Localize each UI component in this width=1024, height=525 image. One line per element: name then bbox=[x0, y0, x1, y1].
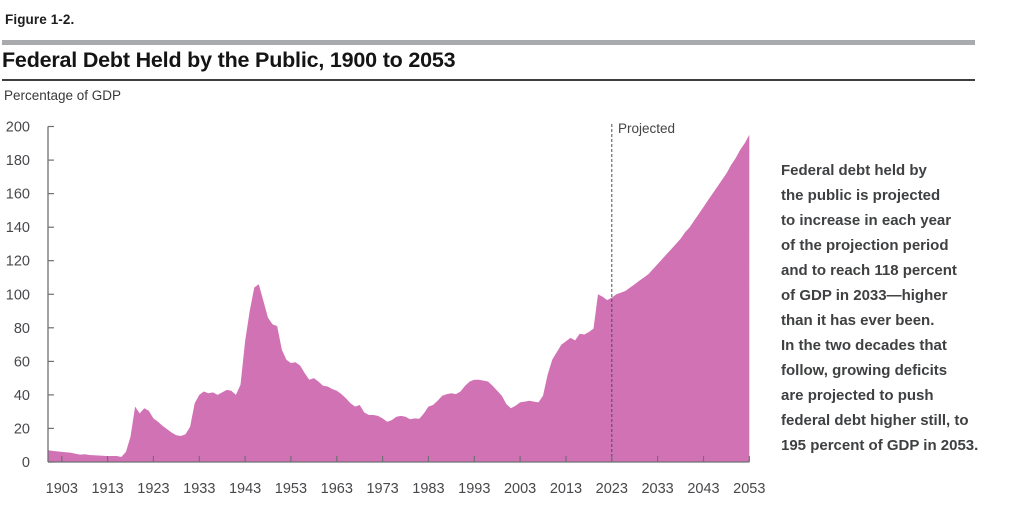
y-tick-label: 20 bbox=[14, 421, 30, 437]
y-tick-label: 200 bbox=[6, 120, 30, 136]
x-tick-label: 1983 bbox=[412, 481, 444, 497]
x-tick-label: 1903 bbox=[46, 481, 78, 497]
y-tick-label: 140 bbox=[6, 220, 30, 236]
annotation-line: follow, growing deficits bbox=[781, 362, 948, 379]
x-tick-label: 2053 bbox=[733, 481, 765, 497]
y-tick-label: 180 bbox=[6, 153, 30, 169]
y-tick-label: 40 bbox=[14, 388, 30, 404]
figure-title: Federal Debt Held by the Public, 1900 to… bbox=[2, 48, 456, 72]
x-tick-label: 2033 bbox=[641, 481, 673, 497]
x-tick-label: 2003 bbox=[504, 481, 536, 497]
y-tick-label: 120 bbox=[6, 254, 30, 270]
annotation-line: and to reach 118 percent bbox=[781, 262, 957, 279]
y-axis-unit-label: Percentage of GDP bbox=[4, 88, 122, 103]
annotation-line: to increase in each year bbox=[781, 212, 952, 229]
title-underline-rule bbox=[2, 79, 975, 81]
y-tick-label: 100 bbox=[6, 287, 30, 303]
figure-annotation: Federal debt held by the public is proje… bbox=[781, 158, 1017, 458]
x-tick-label: 2023 bbox=[596, 481, 628, 497]
y-tick-label: 80 bbox=[14, 321, 30, 337]
figure-number-label: Figure 1-2. bbox=[5, 12, 75, 27]
header-gray-rule bbox=[2, 40, 975, 45]
annotation-line: of GDP in 2033—higher bbox=[781, 287, 948, 304]
x-tick-label: 1913 bbox=[91, 481, 123, 497]
x-tick-label: 1923 bbox=[137, 481, 169, 497]
x-tick-label: 1973 bbox=[366, 481, 398, 497]
projected-label: Projected bbox=[618, 121, 676, 136]
y-tick-label: 160 bbox=[6, 187, 30, 203]
annotation-line: federal debt higher still, to bbox=[781, 412, 969, 429]
x-tick-label: 1993 bbox=[458, 481, 490, 497]
annotation-line: of the projection period bbox=[781, 237, 949, 254]
annotation-line: are projected to push bbox=[781, 387, 934, 404]
annotation-line: Federal debt held by bbox=[781, 162, 927, 179]
x-tick-label: 1943 bbox=[229, 481, 261, 497]
debt-area-series bbox=[48, 134, 750, 462]
annotation-line: than it has ever been. bbox=[781, 312, 935, 329]
annotation-line: In the two decades that bbox=[781, 337, 947, 354]
y-tick-label: 0 bbox=[22, 455, 30, 471]
y-tick-label: 60 bbox=[14, 354, 30, 370]
annotation-line: 195 percent of GDP in 2053. bbox=[781, 437, 979, 454]
x-tick-label: 1963 bbox=[321, 481, 353, 497]
x-tick-label: 2013 bbox=[550, 481, 582, 497]
x-tick-label: 2043 bbox=[687, 481, 719, 497]
annotation-line: the public is projected bbox=[781, 187, 941, 204]
x-tick-label: 1953 bbox=[275, 481, 307, 497]
x-tick-label: 1933 bbox=[183, 481, 215, 497]
